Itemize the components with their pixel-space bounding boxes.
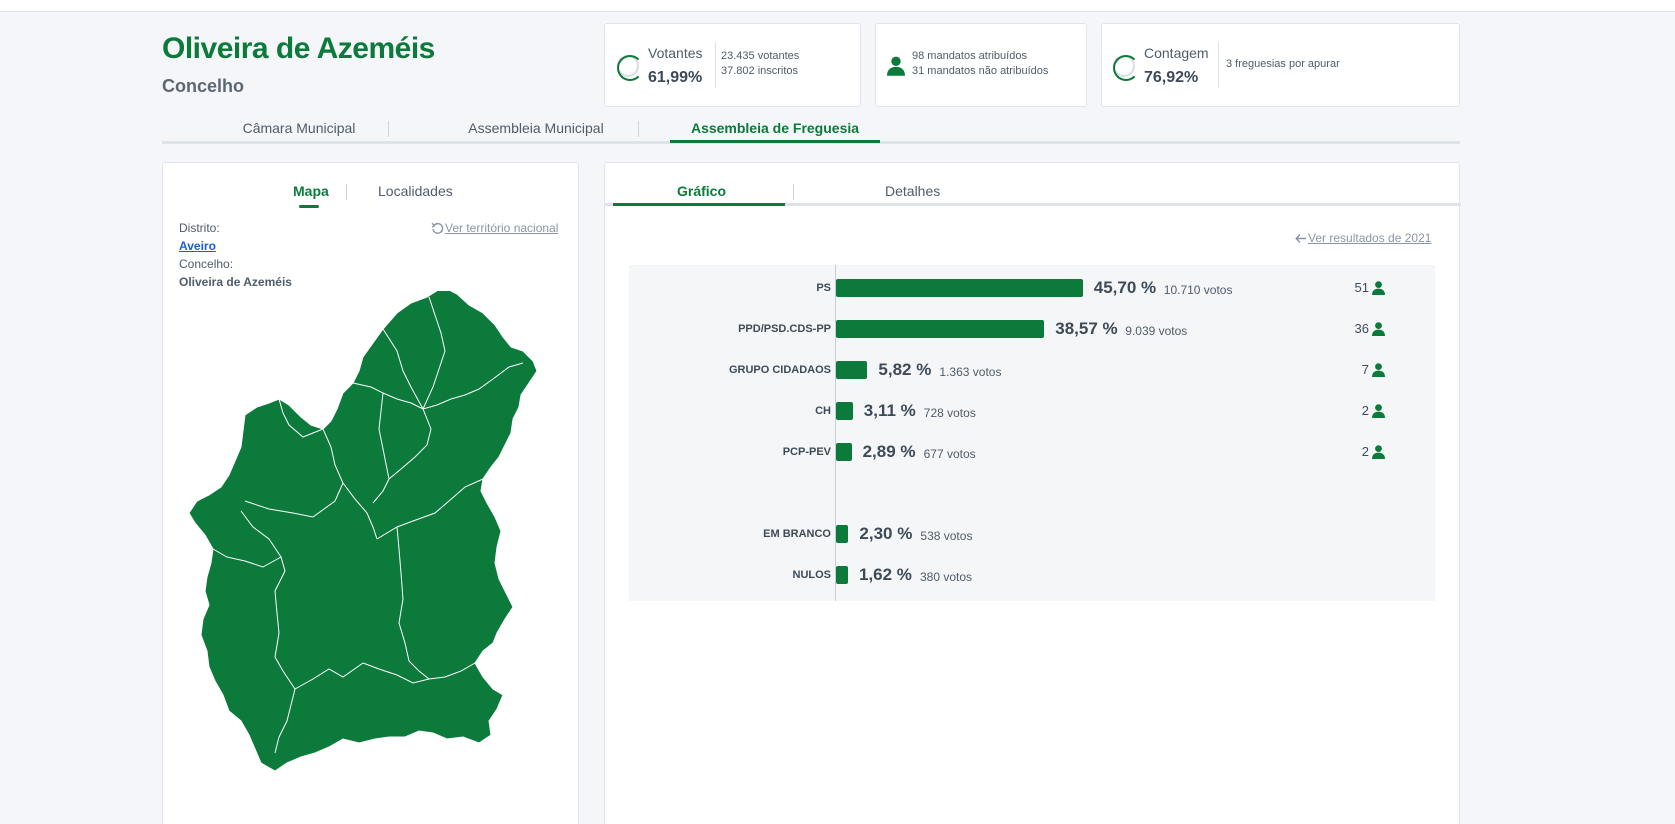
votantes-value: 61,99%	[648, 69, 703, 86]
contagem-label: Contagem	[1144, 45, 1209, 61]
result-bar[interactable]	[836, 566, 848, 584]
party-label: EM BRANCO	[763, 528, 831, 540]
freguesias-por-apurar: 3 freguesias por apurar	[1226, 58, 1340, 70]
percentage-label: 38,57 %	[1055, 319, 1118, 338]
votantes-label: Votantes	[648, 45, 703, 61]
party-label: PCP-PEV	[782, 446, 831, 458]
contagem-card: Contagem 76,92% 3 freguesias por apurar	[1101, 23, 1460, 107]
percentage-label: 2,89 %	[862, 442, 916, 461]
mandates-count: 7	[1361, 362, 1369, 377]
mandatos-atribuidos: 98 mandatos atribuídos	[912, 50, 1027, 62]
percentage-label: 5,82 %	[878, 360, 932, 379]
person-icon	[1372, 404, 1385, 418]
mandatos-card: 98 mandatos atribuídos 31 mandatos não a…	[875, 23, 1087, 107]
result-bar[interactable]	[836, 525, 849, 543]
map-panel: Mapa Localidades Distrito: Aveiro Concel…	[162, 162, 579, 824]
tabs-baseline	[605, 203, 1461, 206]
divider	[388, 121, 389, 137]
tab-localidades[interactable]: Localidades	[378, 183, 453, 199]
distrito-link[interactable]: Aveiro	[179, 239, 216, 253]
votantes-count: 23.435 votantes	[721, 50, 800, 62]
previous-results-label: Ver resultados de 2021	[1308, 231, 1432, 245]
result-bar[interactable]	[836, 443, 852, 461]
result-bar[interactable]	[836, 402, 853, 420]
concelho-value: Oliveira de Azeméis	[179, 275, 292, 289]
votes-label: 677 votos	[923, 447, 976, 461]
tab-detalhes[interactable]: Detalhes	[885, 183, 941, 199]
page-subtitle: Concelho	[162, 76, 245, 96]
active-tab-indicator	[299, 205, 319, 208]
votes-label: 9.039 votos	[1125, 324, 1188, 338]
votes-label: 10.710 votos	[1163, 283, 1233, 297]
election-tabs: Câmara Municipal Assembleia Municipal As…	[162, 114, 1460, 144]
votantes-card: Votantes 61,99% 23.435 votantes 37.802 i…	[604, 23, 861, 107]
tab-assembleia-freguesia[interactable]: Assembleia de Freguesia	[690, 120, 860, 136]
municipality-map[interactable]	[183, 291, 563, 824]
national-territory-link[interactable]: Ver território nacional	[431, 221, 571, 237]
chart-axis	[835, 265, 836, 601]
party-label: CH	[815, 405, 831, 417]
divider	[1218, 42, 1219, 88]
distrito-label: Distrito:	[179, 221, 220, 235]
mandates-count: 2	[1361, 444, 1369, 459]
top-bar	[0, 0, 1675, 12]
mandates-count: 51	[1354, 280, 1369, 295]
person-icon	[1372, 281, 1385, 295]
tab-camara-municipal[interactable]: Câmara Municipal	[242, 120, 356, 136]
percentage-label: 45,70 %	[1093, 278, 1157, 297]
votantes-progress-icon	[617, 55, 643, 81]
arrow-left-icon	[1295, 234, 1306, 243]
national-territory-label: Ver território nacional	[445, 221, 559, 235]
votes-label: 1.363 votos	[939, 365, 1002, 379]
inscritos-count: 37.802 inscritos	[721, 65, 799, 77]
person-icon	[1372, 322, 1385, 336]
active-tab-indicator	[670, 140, 880, 143]
votes-label: 538 votos	[920, 529, 973, 543]
undo-icon	[431, 222, 444, 234]
party-label: PPD/PSD.CDS-PP	[738, 323, 831, 335]
concelho-label: Concelho:	[179, 257, 234, 271]
mandates-count: 2	[1361, 403, 1369, 418]
previous-results-link[interactable]: Ver resultados de 2021	[1295, 231, 1435, 247]
party-label: NULOS	[792, 569, 832, 581]
contagem-progress-icon	[1113, 55, 1139, 81]
person-icon	[1372, 363, 1385, 377]
person-icon	[1372, 445, 1385, 459]
percentage-label: 1,62 %	[859, 565, 912, 584]
mandates-count: 36	[1354, 321, 1369, 336]
results-panel: Gráfico Detalhes Ver resultados de 2021 …	[604, 162, 1461, 824]
person-icon	[887, 56, 905, 76]
divider	[793, 184, 794, 200]
tab-mapa[interactable]: Mapa	[293, 183, 329, 199]
divider	[638, 121, 639, 137]
divider	[715, 42, 716, 88]
votes-label: 380 votos	[920, 570, 973, 584]
result-bar[interactable]	[836, 279, 1083, 297]
page-title: Oliveira de Azeméis	[162, 32, 435, 65]
tab-assembleia-municipal[interactable]: Assembleia Municipal	[468, 120, 604, 136]
percentage-label: 3,11 %	[863, 401, 916, 420]
party-label: GRUPO CIDADAOS	[728, 364, 831, 376]
votes-label: 728 votos	[923, 406, 976, 420]
divider	[346, 184, 347, 200]
contagem-value: 76,92%	[1144, 69, 1199, 86]
results-chart: PS 45,70 % 10.710 votos 51 PPD/PSD.CDS-PP 38,…	[629, 265, 1435, 601]
result-bar[interactable]	[836, 361, 868, 379]
tab-grafico[interactable]: Gráfico	[677, 183, 727, 199]
result-bar[interactable]	[836, 320, 1045, 338]
party-label: PS	[816, 282, 831, 294]
mandatos-nao-atribuidos: 31 mandatos não atribuídos	[912, 65, 1049, 77]
percentage-label: 2,30 %	[859, 524, 913, 543]
active-tab-indicator	[613, 203, 785, 206]
